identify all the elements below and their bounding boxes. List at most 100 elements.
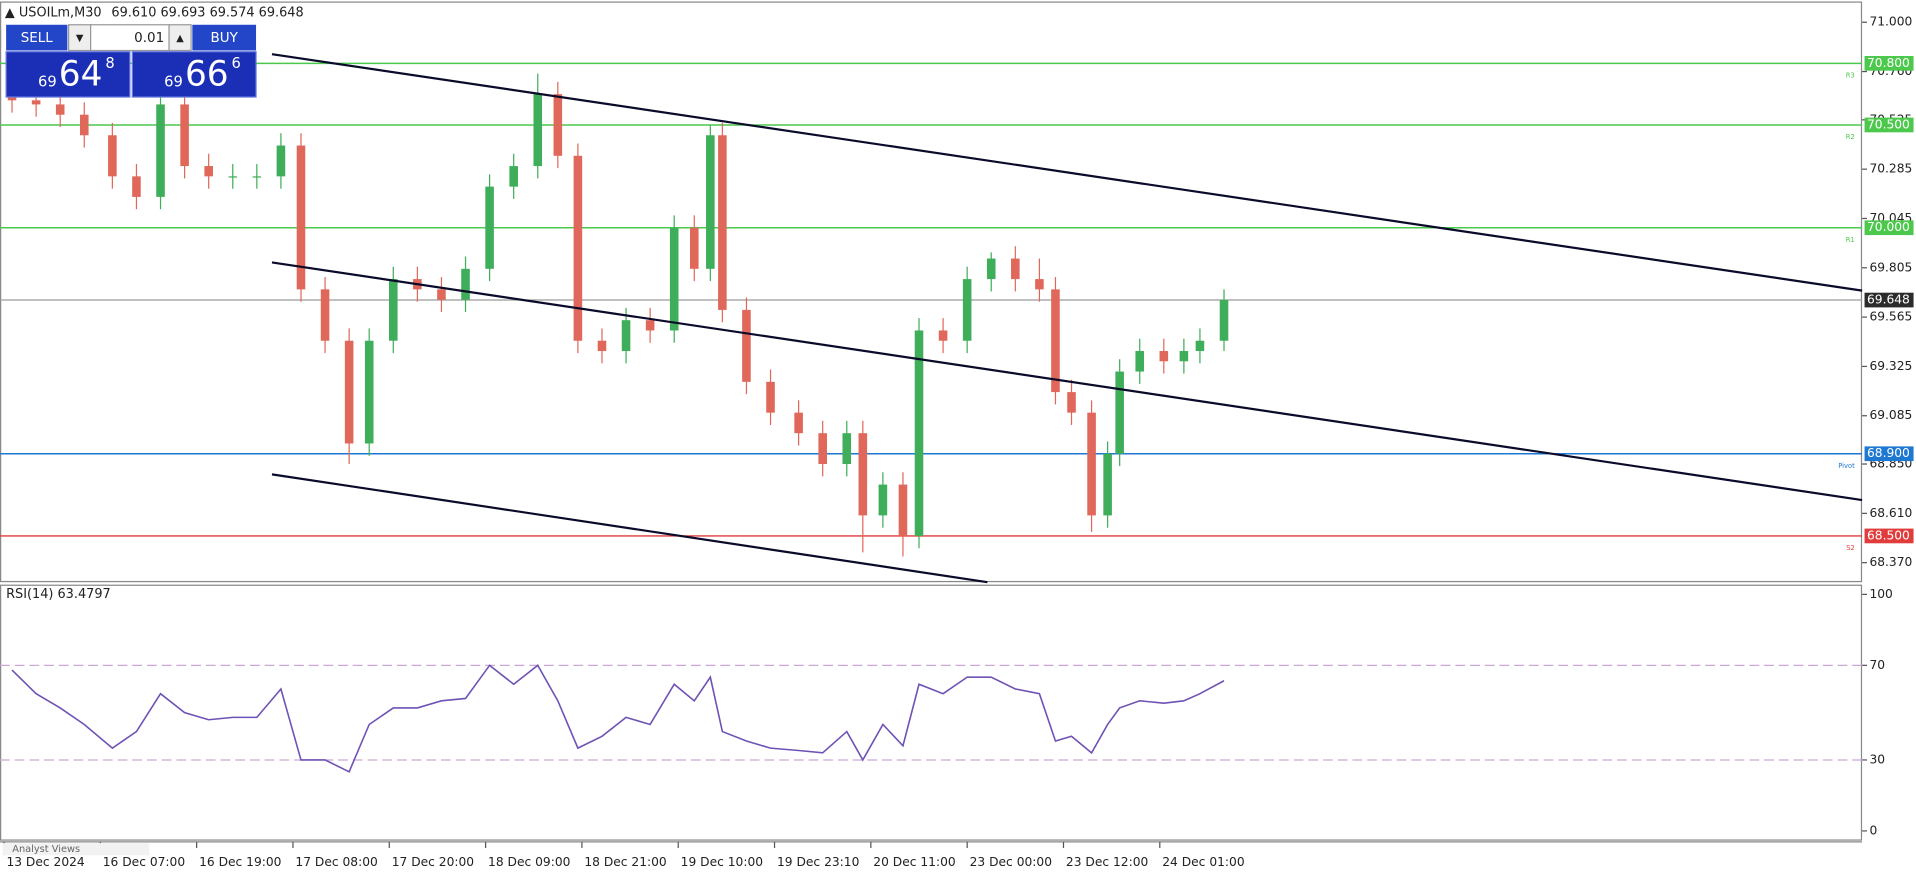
rsi-pane bbox=[0, 584, 1863, 841]
candle-body bbox=[1067, 392, 1076, 413]
buy-button[interactable] bbox=[192, 24, 257, 51]
x-tick-label: 13 Dec 2024 bbox=[6, 855, 84, 869]
bid-point: 8 bbox=[105, 55, 114, 72]
analyst-tab[interactable] bbox=[2, 843, 150, 856]
candle-body bbox=[1195, 340, 1205, 352]
candle-body bbox=[389, 279, 398, 341]
candle-body bbox=[204, 166, 213, 177]
last-price-label: 69.648 bbox=[1867, 293, 1910, 307]
buy-label: BUY bbox=[211, 30, 239, 46]
y-tick-label: 100 bbox=[1869, 587, 1892, 601]
y-tick-label: 70.285 bbox=[1869, 162, 1912, 176]
volume: 0.01 bbox=[134, 30, 164, 46]
candle-body bbox=[573, 155, 583, 341]
level-name: R3 bbox=[1846, 72, 1855, 80]
candle-body bbox=[962, 279, 972, 341]
ask-point: 6 bbox=[232, 55, 241, 72]
analyst-views: Analyst Views bbox=[12, 844, 80, 855]
candle-body bbox=[1179, 351, 1189, 362]
level-name: R2 bbox=[1846, 133, 1855, 141]
bid-big: 69 bbox=[38, 73, 57, 90]
trendline bbox=[271, 261, 1863, 502]
candle-body bbox=[296, 145, 306, 290]
y-tick-label: 69.085 bbox=[1869, 408, 1912, 422]
candle-body bbox=[938, 330, 948, 341]
candle-body bbox=[1103, 453, 1112, 516]
trendline bbox=[271, 473, 988, 584]
trendlines bbox=[271, 53, 1863, 584]
candle-body bbox=[766, 381, 775, 413]
x-tick-label: 23 Dec 12:00 bbox=[1066, 855, 1148, 869]
candle-body bbox=[689, 227, 699, 269]
candle-body bbox=[1011, 258, 1020, 280]
level-name: S2 bbox=[1846, 544, 1855, 552]
level-price-box bbox=[1864, 55, 1914, 71]
candle-body bbox=[718, 135, 727, 310]
rsi-title: RSI(14) 63.4797 bbox=[6, 587, 111, 602]
rsi-line bbox=[11, 664, 1225, 773]
x-tick-label: 23 Dec 00:00 bbox=[970, 855, 1052, 869]
candle-body bbox=[986, 258, 996, 280]
x-tick-label: 24 Dec 01:00 bbox=[1162, 855, 1244, 869]
candle-body bbox=[31, 100, 41, 105]
candle-body bbox=[1051, 289, 1060, 393]
arrow-up: ▲ bbox=[176, 33, 184, 44]
level-price-box bbox=[1864, 117, 1914, 133]
candle-body bbox=[55, 104, 65, 115]
candle-body bbox=[228, 176, 238, 178]
candle-body bbox=[645, 320, 655, 331]
y-tick-label: 69.565 bbox=[1869, 310, 1912, 324]
level-price-label: 70.000 bbox=[1867, 220, 1910, 234]
candle-body bbox=[509, 166, 518, 187]
sell-label: SELL bbox=[21, 30, 54, 46]
candle-body bbox=[914, 330, 924, 536]
candle-body bbox=[1159, 351, 1169, 362]
symbol-title: ▲ USOILm,M30 69.610 69.693 69.574 69.648 bbox=[5, 5, 304, 20]
candle-body bbox=[252, 176, 262, 178]
last-price-box bbox=[1864, 292, 1914, 308]
y-tick-label: 71.000 bbox=[1869, 15, 1912, 29]
candle-body bbox=[156, 104, 165, 197]
level-price-label: 70.800 bbox=[1867, 56, 1910, 70]
sell-button[interactable] bbox=[6, 24, 68, 51]
trendline bbox=[271, 53, 1863, 292]
candle-body bbox=[1035, 279, 1044, 290]
candle-body bbox=[1135, 351, 1145, 372]
candle-body bbox=[533, 94, 543, 167]
candle-body bbox=[364, 340, 374, 444]
trade-panel: SELL ▼ 0.01 ▲ BUY 69 64 8 69 66 6 bbox=[5, 24, 257, 98]
candle-body bbox=[132, 176, 141, 197]
ask-box[interactable] bbox=[131, 51, 257, 98]
ask-pips: 66 bbox=[185, 55, 229, 95]
x-tick-label: 19 Dec 10:00 bbox=[681, 855, 763, 869]
candle-body bbox=[180, 104, 189, 167]
candle-body bbox=[878, 484, 888, 516]
candle-body bbox=[461, 268, 470, 300]
candle-body bbox=[669, 227, 679, 331]
y-tick-label: 0 bbox=[1869, 823, 1877, 837]
level-name: R1 bbox=[1846, 236, 1855, 244]
x-tick-label: 17 Dec 08:00 bbox=[295, 855, 377, 869]
main-pane bbox=[0, 1, 1863, 583]
x-tick-label: 17 Dec 20:00 bbox=[392, 855, 474, 869]
candle-body bbox=[276, 145, 286, 177]
candle-body bbox=[794, 412, 803, 434]
symbol: USOILm,M30 bbox=[19, 5, 102, 20]
candle-body bbox=[898, 484, 908, 536]
volume-up[interactable] bbox=[168, 24, 192, 52]
x-tick-label: 18 Dec 21:00 bbox=[584, 855, 666, 869]
bid-box[interactable] bbox=[5, 51, 131, 98]
level-name: Pivot bbox=[1838, 462, 1855, 470]
volume-input[interactable] bbox=[90, 24, 170, 52]
candle-body bbox=[621, 320, 631, 352]
y-tick-label: 68.610 bbox=[1869, 506, 1912, 520]
candle-body bbox=[706, 135, 715, 269]
level-price-label: 68.500 bbox=[1867, 528, 1910, 542]
candle-body bbox=[858, 433, 868, 516]
level-price-label: 68.900 bbox=[1867, 446, 1910, 460]
y-tick-label: 30 bbox=[1869, 752, 1885, 766]
candle-body bbox=[320, 289, 330, 341]
candle-body bbox=[437, 289, 446, 300]
